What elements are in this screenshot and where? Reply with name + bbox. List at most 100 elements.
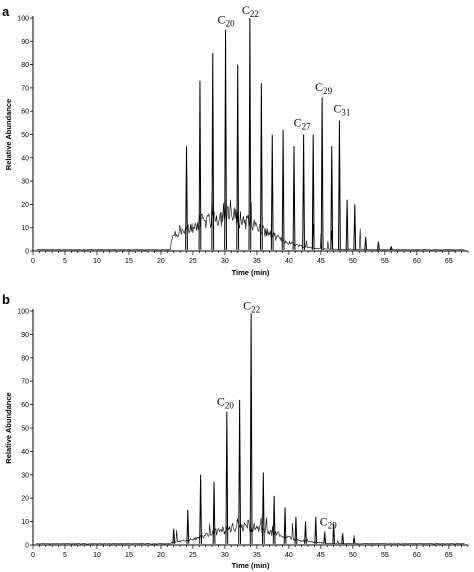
x-tick-label: 5 [63,552,67,559]
peak-mark [270,134,274,250]
panel-label: a [2,4,10,19]
annotation-letter: C [243,298,251,312]
y-tick-label: 60 [21,109,29,116]
y-tick-label: 20 [21,496,29,503]
y-tick-label: 50 [21,426,29,433]
peak-mark [304,521,307,544]
peak-mark [199,474,202,544]
peak-mark [338,120,341,250]
annotation-letter: C [242,3,250,17]
x-tick-label: 0 [31,258,35,265]
peak-mark [248,17,252,250]
x-tick-label: 5 [63,258,67,265]
annotation-subscript: 31 [341,108,350,118]
peak-annotation: C22 [242,3,259,19]
x-tick-label: 15 [125,552,133,559]
peak-annotation: C29 [315,80,333,96]
peak-mark [341,533,345,544]
y-tick-label: 40 [21,155,29,162]
x-tick-label: 15 [125,258,133,265]
y-tick-label: 80 [21,62,29,69]
peak-mark [224,29,227,250]
annotation-letter: C [294,116,302,130]
y-tick-label: 10 [21,225,29,232]
peak-mark [377,241,380,250]
x-tick-label: 40 [285,552,293,559]
peak-annotation: C20 [218,13,236,29]
peak-mark [332,523,336,544]
peak-annotation: C20 [217,395,235,411]
peak-mark [311,134,315,250]
y-tick-label: 90 [21,39,29,46]
peak-mark [172,528,176,544]
peak-mark [283,507,287,544]
peak-mark [281,129,285,250]
peak-mark [292,146,296,250]
x-tick-label: 30 [221,258,229,265]
x-tick-label: 25 [189,258,197,265]
y-tick-label: 40 [21,449,29,456]
y-tick-label: 0 [25,543,29,550]
y-tick-label: 0 [25,249,29,256]
x-axis-label: Time (min) [232,561,270,570]
annotation-subscript: 20 [225,401,235,411]
peak-mark [323,533,327,544]
x-axis-label: Time (min) [232,268,270,277]
peak-mark [364,236,368,250]
peak-mark [294,516,298,544]
x-tick-label: 35 [253,552,261,559]
panel-label: b [2,292,10,307]
peak-mark [211,52,215,250]
annotation-subscript: 27 [302,122,312,132]
peak-mark [249,313,253,544]
y-tick-label: 60 [21,402,29,409]
peak-mark [345,199,349,250]
x-tick-label: 50 [349,552,357,559]
annotation-subscript: 20 [226,19,236,29]
peak-mark [352,537,356,544]
annotation-letter: C [320,514,328,528]
peak-mark [185,146,188,250]
peak-mark [272,495,276,544]
x-tick-label: 20 [157,552,165,559]
x-tick-label: 60 [413,258,421,265]
annotation-letter: C [315,80,323,94]
peak-mark [238,399,242,544]
y-tick-label: 100 [17,16,29,23]
peak-mark [212,481,216,544]
annotation-letter: C [218,13,226,27]
peak-mark [302,134,305,250]
peak-mark [320,97,324,250]
y-tick-label: 30 [21,179,29,186]
peak-annotation: C31 [333,102,350,118]
peak-annotation: C27 [294,116,312,132]
x-tick-label: 60 [413,552,421,559]
y-tick-label: 30 [21,472,29,479]
x-tick-label: 35 [253,258,261,265]
annotation-subscript: 29 [323,86,333,96]
peak-mark [225,411,229,544]
x-tick-label: 55 [381,258,389,265]
x-tick-label: 65 [445,552,453,559]
x-tick-label: 50 [349,258,357,265]
x-tick-label: 30 [221,552,229,559]
peak-annotation: C29 [320,514,338,530]
y-tick-label: 70 [21,379,29,386]
peak-mark [261,472,265,544]
y-tick-label: 100 [17,309,29,316]
y-tick-label: 50 [21,132,29,139]
annotation-letter: C [217,395,225,409]
peak-mark [330,146,334,250]
y-tick-label: 90 [21,332,29,339]
y-tick-label: 20 [21,202,29,209]
peak-mark [389,246,393,250]
annotation-subscript: 22 [250,9,259,19]
peak-mark [186,509,190,544]
peak-mark [198,80,202,250]
x-tick-label: 45 [317,258,325,265]
x-tick-label: 40 [285,258,293,265]
x-tick-label: 10 [93,552,101,559]
x-tick-label: 0 [31,552,35,559]
x-tick-label: 55 [381,552,389,559]
